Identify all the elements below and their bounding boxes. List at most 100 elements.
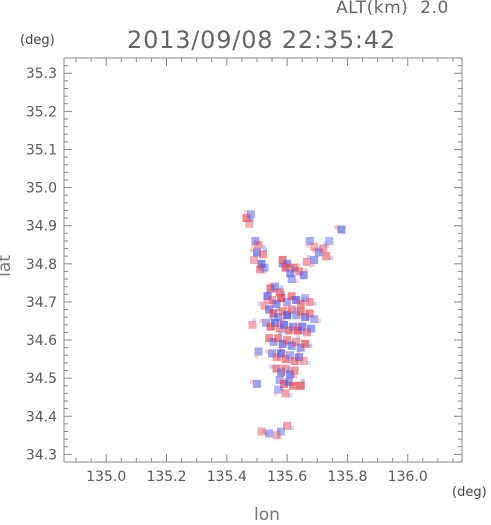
echo-point xyxy=(280,320,289,329)
echo-point xyxy=(271,318,280,327)
echo-point xyxy=(266,322,275,331)
echo-point xyxy=(293,326,302,335)
echo-point xyxy=(277,368,286,377)
echo-point xyxy=(292,311,301,320)
x-tick-label: 135.0 xyxy=(86,469,126,485)
echo-point xyxy=(296,307,305,316)
echo-speckle xyxy=(251,243,256,248)
echo-speckle xyxy=(286,381,291,386)
echo-speckle xyxy=(288,393,293,398)
y-tick-label: 35.0 xyxy=(26,181,57,197)
echo-speckle xyxy=(272,338,277,343)
echo-speckle xyxy=(296,334,301,339)
echo-speckle xyxy=(301,301,306,306)
echo-point xyxy=(257,259,266,268)
echo-point xyxy=(287,292,296,301)
echo-point xyxy=(283,421,292,430)
y-tick-label: 35.2 xyxy=(26,104,57,120)
echo-speckle xyxy=(259,318,264,323)
echo-point xyxy=(287,341,296,350)
echo-speckle xyxy=(290,425,295,430)
echo-speckle xyxy=(263,299,268,304)
echo-speckle xyxy=(310,263,315,267)
x-tick-label: 136.0 xyxy=(388,469,428,485)
y-tick-label: 34.3 xyxy=(26,447,57,463)
echo-point xyxy=(310,315,319,324)
echo-point xyxy=(260,263,269,272)
echo-point xyxy=(266,284,275,293)
echo-speckle xyxy=(278,331,283,336)
echo-speckle xyxy=(262,269,267,274)
echo-point xyxy=(314,248,323,257)
echo-speckle xyxy=(254,354,259,359)
echo-speckle xyxy=(312,301,317,306)
echo-speckle xyxy=(269,316,274,321)
echo-point xyxy=(296,299,305,308)
echo-point xyxy=(263,292,272,301)
echo-point xyxy=(259,250,267,259)
echo-point xyxy=(283,297,292,306)
plot-frame-group xyxy=(63,57,463,463)
echo-point xyxy=(265,305,274,314)
echo-point xyxy=(252,248,261,257)
echo-speckle xyxy=(306,254,311,259)
echo-speckle xyxy=(257,301,262,306)
echo-point xyxy=(272,353,281,362)
y-axis-unit: (deg) xyxy=(20,33,55,48)
echo-speckle xyxy=(269,299,274,304)
x-tick-label: 135.6 xyxy=(267,469,307,485)
ticks-layer: 135.0 135.2 135.4 135.6 135.8 136.0 34.3 34.4 34… xyxy=(26,57,462,485)
echo-speckle xyxy=(305,243,310,248)
echo-point xyxy=(280,379,289,388)
echo-speckle xyxy=(296,350,301,355)
echo-speckle xyxy=(300,296,305,301)
altitude-label-text: ALT(km) xyxy=(336,0,409,18)
echo-point xyxy=(295,267,304,276)
echo-speckle xyxy=(292,267,297,272)
echo-speckle xyxy=(257,263,262,268)
echo-point xyxy=(305,236,314,245)
echo-point xyxy=(277,349,286,358)
echo-point xyxy=(272,431,281,440)
echo-point xyxy=(296,343,305,352)
altitude-label: ALT(km) 2.0 xyxy=(336,0,449,18)
echo-point xyxy=(281,364,290,373)
echo-point xyxy=(290,357,299,365)
echo-speckle xyxy=(266,337,271,342)
echo-speckle xyxy=(307,331,312,336)
echo-point xyxy=(295,353,304,362)
echo-point xyxy=(252,379,261,388)
echo-point xyxy=(278,256,287,264)
echo-speckle xyxy=(281,317,286,322)
echo-point xyxy=(249,256,258,264)
echo-speckle xyxy=(284,341,289,346)
echo-point xyxy=(269,337,278,346)
echo-speckle xyxy=(279,373,284,378)
echo-point xyxy=(299,271,308,280)
echo-speckle xyxy=(289,329,294,334)
echo-point xyxy=(262,318,271,327)
echo-point xyxy=(290,263,299,272)
echo-point xyxy=(284,326,293,335)
echo-point xyxy=(290,366,299,375)
echo-speckle xyxy=(290,270,295,275)
echo-speckle xyxy=(252,317,257,322)
echo-speckle xyxy=(325,243,330,248)
echo-speckle xyxy=(249,248,254,253)
echo-speckle xyxy=(311,248,316,253)
echo-point xyxy=(283,311,292,320)
echo-point xyxy=(302,257,311,266)
echo-speckle xyxy=(323,241,328,246)
echo-speckle xyxy=(269,302,274,307)
plot-frame xyxy=(63,57,463,463)
y-tick-label: 34.7 xyxy=(26,295,57,311)
echo-speckle xyxy=(293,374,298,379)
echo-point xyxy=(274,313,283,322)
x-axis-title: lon xyxy=(254,505,280,525)
echo-point xyxy=(286,269,295,278)
echo-point xyxy=(278,339,287,348)
echo-speckle xyxy=(334,225,339,230)
x-tick-label: 135.4 xyxy=(207,469,247,485)
y-tick-label: 34.8 xyxy=(26,257,57,273)
